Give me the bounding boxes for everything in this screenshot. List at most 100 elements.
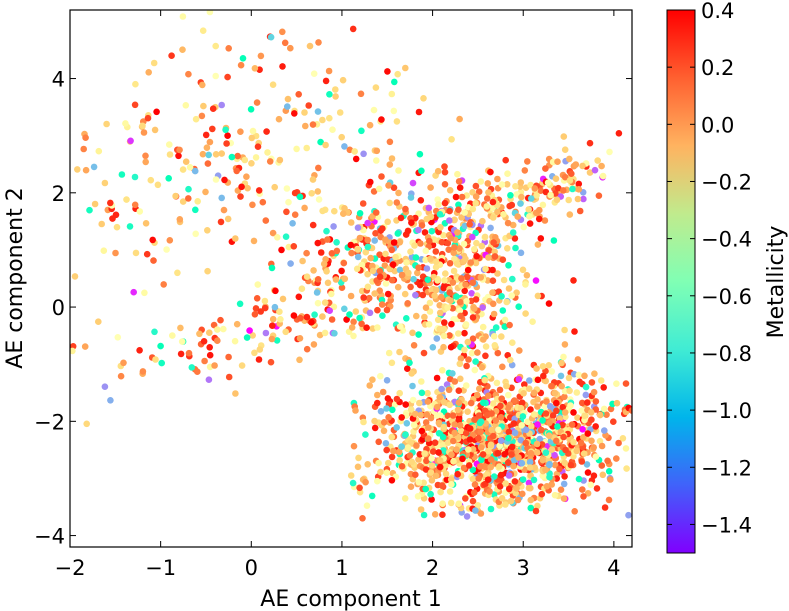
scatter-point bbox=[427, 184, 434, 191]
scatter-point bbox=[205, 151, 212, 159]
scatter-point bbox=[101, 383, 109, 391]
scatter-point bbox=[262, 217, 270, 224]
scatter-point bbox=[422, 256, 429, 264]
scatter-point bbox=[296, 335, 304, 342]
scatter-point bbox=[247, 106, 255, 113]
scatter-point bbox=[254, 281, 262, 288]
scatter-point bbox=[74, 166, 81, 173]
scatter-point bbox=[517, 179, 525, 186]
scatter-point bbox=[453, 293, 460, 300]
scatter-point bbox=[402, 401, 410, 408]
scatter-point bbox=[456, 245, 463, 252]
scatter-point bbox=[628, 407, 632, 414]
scatter-point bbox=[297, 314, 304, 322]
scatter-point bbox=[436, 302, 444, 309]
scatter-point bbox=[461, 209, 468, 216]
scatter-point bbox=[319, 207, 326, 215]
scatter-point bbox=[476, 463, 484, 470]
scatter-point bbox=[565, 374, 573, 382]
scatter-point bbox=[511, 429, 519, 437]
scatter-point bbox=[527, 406, 534, 413]
scatter-point bbox=[222, 126, 229, 134]
scatter-point bbox=[437, 488, 444, 496]
scatter-point bbox=[461, 329, 468, 337]
scatter-point bbox=[464, 408, 471, 416]
scatter-point bbox=[433, 335, 441, 342]
scatter-point bbox=[596, 411, 604, 419]
scatter-point bbox=[556, 465, 563, 473]
scatter-point bbox=[243, 334, 251, 341]
scatter-point bbox=[285, 198, 292, 206]
scatter-point bbox=[410, 421, 418, 429]
scatter-point bbox=[234, 152, 241, 160]
scatter-point bbox=[359, 515, 366, 522]
scatter-point bbox=[224, 215, 232, 223]
scatter-point bbox=[369, 267, 377, 275]
scatter-point bbox=[492, 417, 500, 424]
scatter-point bbox=[455, 399, 463, 407]
scatter-point bbox=[157, 342, 164, 350]
scatter-point bbox=[192, 115, 200, 123]
scatter-point bbox=[363, 502, 371, 510]
scatter-point bbox=[551, 461, 559, 469]
scatter-point bbox=[469, 314, 477, 321]
scatter-point bbox=[196, 330, 203, 338]
scatter-point bbox=[489, 277, 497, 285]
scatter-point bbox=[455, 330, 462, 337]
scatter-point bbox=[623, 465, 630, 472]
scatter-point bbox=[428, 462, 436, 469]
scatter-point bbox=[463, 429, 470, 437]
scatter-point bbox=[538, 426, 545, 434]
scatter-point bbox=[439, 511, 446, 518]
scatter-point bbox=[560, 133, 568, 140]
scatter-point bbox=[402, 64, 409, 72]
scatter-point bbox=[466, 436, 474, 443]
scatter-point bbox=[505, 434, 512, 442]
scatter-point bbox=[505, 285, 513, 292]
scatter-point bbox=[449, 279, 457, 286]
scatter-point bbox=[290, 243, 298, 250]
scatter-point bbox=[424, 276, 432, 284]
scatter-point bbox=[308, 190, 316, 197]
scatter-point bbox=[237, 193, 244, 200]
scatter-point bbox=[538, 490, 546, 498]
scatter-point bbox=[536, 206, 543, 214]
scatter-point bbox=[495, 426, 502, 434]
scatter-point bbox=[429, 344, 437, 351]
scatter-point bbox=[255, 356, 263, 363]
scatter-point bbox=[163, 246, 170, 253]
scatter-point bbox=[595, 192, 603, 199]
scatter-point bbox=[425, 204, 433, 212]
scatter-point bbox=[427, 490, 434, 498]
scatter-point bbox=[526, 464, 534, 471]
scatter-point bbox=[479, 451, 487, 458]
scatter-point bbox=[249, 332, 256, 339]
scatter-point bbox=[251, 311, 259, 318]
scatter-point bbox=[474, 349, 481, 356]
scatter-point bbox=[420, 349, 428, 357]
scatter-point bbox=[299, 257, 306, 265]
scatter-point bbox=[341, 143, 348, 150]
scatter-point bbox=[518, 399, 526, 407]
scatter-point bbox=[505, 472, 513, 479]
scatter-point bbox=[587, 409, 595, 416]
scatter-point bbox=[411, 242, 418, 249]
scatter-point bbox=[423, 265, 431, 272]
scatter-point bbox=[530, 411, 538, 418]
scatter-point bbox=[404, 444, 412, 451]
scatter-point bbox=[251, 349, 258, 357]
scatter-point bbox=[527, 484, 534, 492]
scatter-point bbox=[529, 318, 536, 326]
y-tick-label: −4 bbox=[34, 525, 65, 549]
scatter-point bbox=[284, 103, 291, 110]
scatter-point bbox=[356, 234, 364, 242]
scatter-point bbox=[365, 294, 373, 302]
scatter-point bbox=[444, 439, 452, 447]
scatter-point bbox=[469, 335, 477, 343]
scatter-point bbox=[542, 165, 549, 172]
scatter-point bbox=[572, 161, 580, 168]
scatter-point bbox=[561, 473, 568, 480]
scatter-point bbox=[479, 323, 487, 331]
scatter-point bbox=[474, 502, 482, 509]
scatter-point bbox=[204, 267, 211, 275]
